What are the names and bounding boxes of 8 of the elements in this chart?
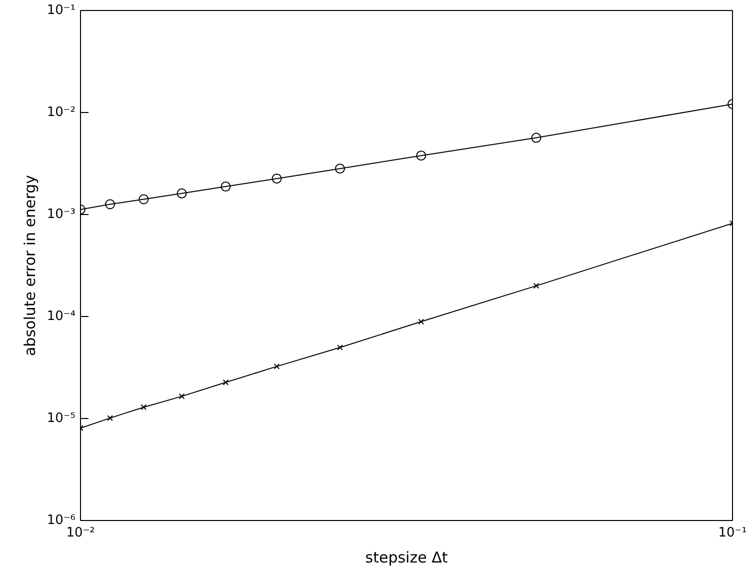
y-tick-label: 10⁻³ — [46, 207, 76, 222]
x-axis-title: stepsize Δt — [365, 548, 448, 566]
y-tick-label: 10⁻⁶ — [46, 513, 76, 528]
y-tick-label: 10⁻⁵ — [46, 411, 76, 426]
y-tick-label: 10⁻² — [46, 105, 76, 120]
y-tick-label: 10⁻¹ — [46, 3, 76, 18]
y-axis-title: absolute error in energy — [20, 174, 39, 356]
y-tick-label: 10⁻⁴ — [46, 309, 76, 324]
